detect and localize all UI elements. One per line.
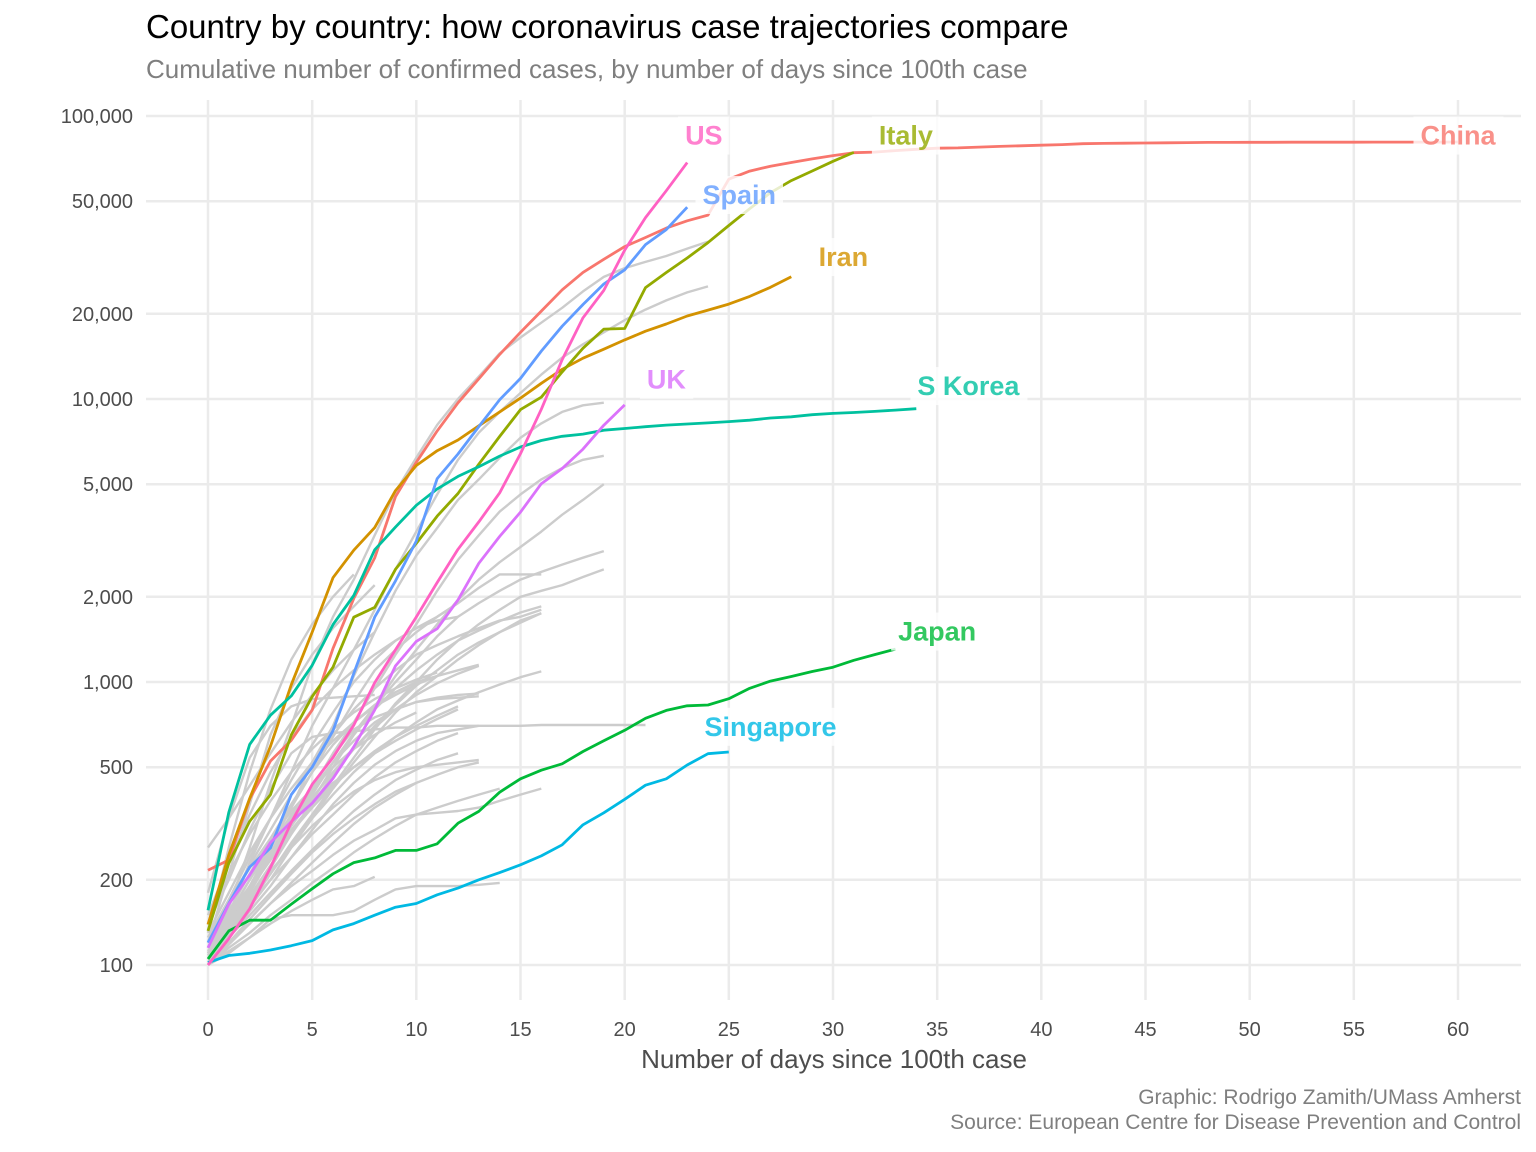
- highlighted-country-lines: [206, 140, 1459, 966]
- label-background: [678, 116, 730, 155]
- line-iran: [206, 275, 792, 925]
- chart-subtitle: Cumulative number of confirmed cases, by…: [146, 54, 1028, 84]
- x-tick-label: 30: [822, 1019, 844, 1041]
- background-country-line: [207, 787, 501, 966]
- label-spain: Spain: [695, 176, 784, 215]
- background-country-line: [207, 705, 459, 949]
- y-tick-label: 10,000: [72, 389, 133, 411]
- background-country-line: [207, 612, 542, 966]
- line-china: [207, 140, 1459, 872]
- y-tick-label: 1,000: [83, 672, 133, 694]
- x-tick-label: 40: [1030, 1019, 1052, 1041]
- country-label-text: UK: [647, 365, 686, 395]
- label-iran: Iran: [811, 238, 876, 277]
- background-country-line: [207, 631, 376, 849]
- background-country-line: [206, 693, 375, 894]
- caption-source: Source: European Centre for Disease Prev…: [950, 1111, 1521, 1134]
- background-country-line: [206, 573, 355, 934]
- country-label-text: China: [1420, 121, 1496, 151]
- background-country-line: [206, 602, 459, 916]
- label-background: [871, 116, 940, 155]
- x-tick-label: 0: [202, 1019, 213, 1041]
- line-us: [206, 161, 689, 966]
- y-axis-tick-labels: 100 200 500 1,000 2,000 5,000 10,000 20,000 50,0…: [61, 106, 133, 977]
- x-tick-label: 10: [405, 1019, 427, 1041]
- label-us: US: [678, 116, 730, 155]
- x-tick-label: 50: [1239, 1019, 1261, 1041]
- background-country-line: [207, 781, 417, 966]
- label-uk: UK: [639, 360, 694, 399]
- y-tick-label: 2,000: [83, 587, 133, 609]
- background-country-line: [207, 758, 479, 954]
- x-tick-label: 35: [926, 1019, 948, 1041]
- label-background: [910, 367, 1028, 406]
- label-background: [695, 176, 784, 215]
- label-background: [639, 360, 694, 399]
- y-tick-label: 100: [100, 955, 133, 977]
- y-tick-label: 20,000: [72, 304, 133, 326]
- background-country-line: [206, 723, 646, 925]
- background-country-line: [207, 875, 376, 966]
- country-labels: China Iran Italy Japan S Korea Singapore Spain…: [639, 116, 1504, 746]
- chart-title: Country by country: how coronavirus case…: [146, 8, 1069, 45]
- country-label-text: Singapore: [704, 712, 836, 742]
- background-country-line: [207, 752, 459, 960]
- y-tick-label: 100,000: [61, 106, 133, 128]
- x-tick-label: 5: [307, 1019, 318, 1041]
- line-singapore: [207, 750, 729, 964]
- y-tick-label: 5,000: [83, 474, 133, 496]
- background-country-line: [207, 612, 542, 960]
- country-label-text: Japan: [898, 617, 976, 647]
- label-background: [891, 612, 984, 651]
- label-italy: Italy: [871, 116, 940, 155]
- country-label-text: S Korea: [917, 371, 1020, 401]
- horizontal-gridlines: [146, 114, 1521, 967]
- x-tick-label: 60: [1447, 1019, 1469, 1041]
- label-japan: Japan: [891, 612, 984, 651]
- background-country-lines: [206, 240, 709, 967]
- label-singapore: Singapore: [697, 707, 844, 746]
- y-tick-label: 50,000: [72, 191, 133, 213]
- background-country-line: [206, 608, 542, 944]
- country-label-text: Spain: [702, 180, 776, 210]
- country-label-text: Iran: [819, 242, 869, 272]
- x-tick-label: 20: [614, 1019, 636, 1041]
- background-country-line: [207, 761, 480, 964]
- x-tick-label: 45: [1134, 1019, 1156, 1041]
- country-label-text: US: [685, 121, 723, 151]
- vertical-gridlines: [206, 100, 1460, 1000]
- label-background: [811, 238, 876, 277]
- label-background: [1413, 116, 1504, 155]
- background-country-line: [206, 671, 438, 925]
- line-uk: [206, 403, 626, 949]
- y-tick-label: 500: [100, 757, 133, 779]
- x-tick-label: 25: [718, 1019, 740, 1041]
- x-tick-label: 15: [509, 1019, 531, 1041]
- label-background: [697, 707, 844, 746]
- background-country-line: [207, 724, 480, 966]
- x-axis-title: Number of days since 100th case: [641, 1044, 1027, 1074]
- line-s-korea: [206, 407, 917, 911]
- x-tick-label: 55: [1343, 1019, 1365, 1041]
- label-s-korea: S Korea: [910, 367, 1028, 406]
- background-country-line: [206, 695, 479, 954]
- line-japan: [206, 647, 896, 960]
- y-tick-label: 200: [100, 870, 133, 892]
- x-axis-tick-labels: 0 5 10 15 20 25 30 35 40 45 50 55 60: [202, 1019, 1469, 1041]
- label-china: China: [1413, 116, 1504, 155]
- caption-graphic-credit: Graphic: Rodrigo Zamith/UMass Amherst: [1138, 1086, 1521, 1109]
- country-label-text: Italy: [879, 121, 933, 151]
